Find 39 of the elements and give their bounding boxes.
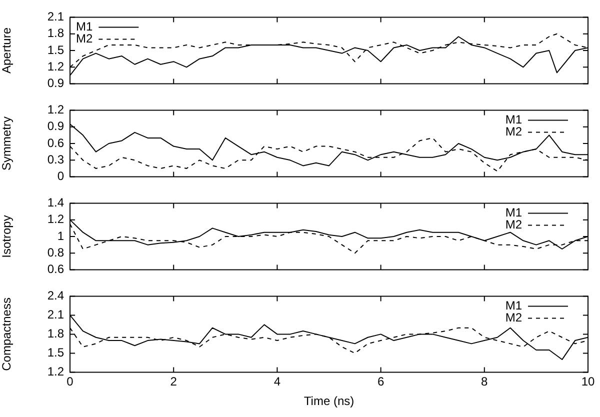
- y-tick-label: 2.1: [47, 10, 64, 24]
- y-tick-label: 0.8: [47, 245, 64, 260]
- y-tick-label: 2.1: [47, 308, 64, 322]
- y-tick-label: 1.2: [47, 59, 64, 74]
- x-tick-label: 10: [581, 374, 595, 389]
- legend-label: M1: [505, 112, 522, 127]
- y-tick-label: 0.9: [47, 119, 64, 134]
- x-tick-label: 6: [377, 374, 384, 389]
- y-tick-label: 1.2: [47, 364, 64, 379]
- y-tick-label: 1.5: [47, 42, 64, 57]
- y-tick-label: 0.6: [47, 262, 64, 276]
- legend-label: M2: [505, 124, 522, 139]
- legend-label: M1: [505, 206, 522, 220]
- y-tick-label: 1.5: [47, 346, 64, 360]
- y-tick-label: 0.9: [47, 76, 64, 90]
- y-tick-label: 0: [57, 169, 64, 184]
- x-tick-label: 4: [274, 374, 281, 389]
- y-axis-title: Isotropy: [0, 215, 14, 258]
- legend-label: M1: [505, 298, 522, 313]
- y-axis-title: Compactness: [0, 298, 14, 371]
- y-tick-label: 1.2: [47, 102, 64, 117]
- legend-label: M2: [505, 218, 522, 232]
- x-tick-label: 0: [66, 374, 74, 389]
- legend-label: M2: [76, 32, 93, 46]
- x-tick-label: 8: [481, 374, 488, 389]
- y-tick-label: 2.4: [47, 288, 64, 303]
- y-tick-label: 1.8: [47, 326, 64, 341]
- legend-label: M1: [76, 20, 93, 34]
- x-tick-label: 2: [170, 374, 178, 389]
- x-axis-title: Time (ns): [304, 394, 354, 408]
- y-tick-label: 1: [57, 228, 64, 243]
- y-tick-label: 0.6: [47, 136, 64, 150]
- legend-label: M2: [505, 310, 522, 325]
- y-tick-label: 1.8: [47, 26, 64, 40]
- y-tick-label: 1.2: [47, 212, 64, 226]
- y-tick-label: 1.4: [47, 196, 64, 210]
- y-axis-title: Aperture: [0, 27, 14, 74]
- y-tick-label: 0.3: [47, 152, 64, 166]
- y-axis-title: Symmetry: [0, 116, 14, 170]
